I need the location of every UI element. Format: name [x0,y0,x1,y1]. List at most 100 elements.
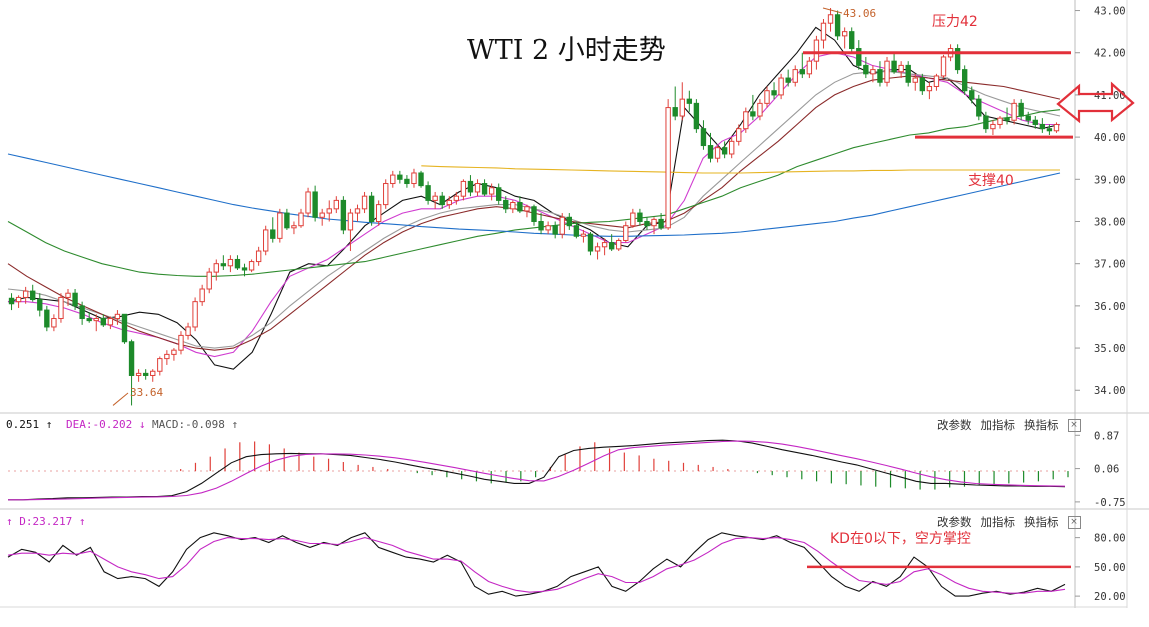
candle-body [686,98,693,104]
candle-body [65,292,71,298]
resistance-label: 压力42 [932,14,978,30]
candle-body [368,195,375,222]
candle-body [488,187,495,195]
candle-body [898,64,904,73]
y-tick-label: 39.00 [1094,174,1126,186]
kd-d-line [7,537,1066,594]
candle-body [150,370,156,376]
candle-body [404,178,410,185]
candle-body [298,212,304,227]
candle-body [206,271,212,290]
candle-body [743,111,749,130]
candle-body [630,212,636,227]
candle-body [714,147,721,159]
candle-body [792,69,798,83]
candle-body [397,174,403,180]
chart-title: WTI 2 小时走势 [467,35,666,66]
kd-k-line [7,532,1066,597]
candle-body [601,242,608,248]
candle-body [114,313,121,320]
candle-body [940,56,947,77]
close-icon[interactable]: × [1067,419,1081,432]
candle-body [849,31,855,50]
candle-body [1004,117,1010,121]
candle-body [997,117,1003,125]
macd-dea-line [8,440,1066,501]
candle-body [192,301,198,328]
switch-indicator-button[interactable]: 换指标 [1024,418,1059,432]
candle-body [969,90,975,100]
candle-body [905,64,911,83]
candle-body [750,111,756,117]
candle-body [100,318,107,326]
candle-body [135,372,142,376]
switch-indicator-button[interactable]: 换指标 [1024,515,1059,529]
macd-dea-label: DEA:-0.202 ↓ [66,418,146,431]
candle-body [121,313,128,343]
candle-body [284,212,290,229]
candle-body [347,212,354,231]
kd-annotation: KD在0以下，空方掌控 [830,531,971,547]
candle-body [15,296,22,303]
candle-body [164,353,170,360]
candle-body [354,208,361,214]
candle-body [764,90,770,104]
candle-body [255,250,262,263]
candle-body [107,318,114,326]
candle-body [326,208,332,214]
candle-body [651,218,657,227]
add-indicator-button[interactable]: 加指标 [980,418,1016,432]
candle-body [524,206,530,212]
candle-body [157,358,163,372]
candle-body [496,187,502,201]
candle-body [700,128,707,147]
candle-body [1032,119,1038,125]
candle-body [933,75,940,87]
y-tick-label: 50.00 [1094,562,1126,574]
change-params-button[interactable]: 改参数 [937,418,972,432]
candle-body [460,180,467,197]
candle-body [128,341,135,376]
candle-body [270,229,276,239]
candle-body [79,305,85,320]
candle-body [44,309,50,328]
candle-body [531,206,537,222]
close-icon[interactable]: × [1067,516,1081,529]
candle-body [185,326,191,336]
candle-body [86,318,92,322]
y-tick-label: 0.06 [1094,464,1119,476]
y-tick-label: 80.00 [1094,533,1126,545]
candle-body [616,239,622,250]
candle-body [961,69,968,92]
add-indicator-button[interactable]: 加指标 [980,515,1016,529]
candle-body [263,229,269,252]
candle-body [142,372,149,376]
candle-body [8,297,15,305]
candle-body [566,216,572,227]
candle-body [178,334,184,351]
candle-body [220,263,227,267]
candle-body [559,216,565,235]
candle-body [926,85,933,92]
high-marker [822,7,843,14]
candle-body [503,199,509,210]
kd-toolbar: 改参数 加指标 换指标 × [937,514,1090,530]
candle-body [510,202,516,210]
candle-body [736,128,742,142]
change-params-button[interactable]: 改参数 [937,515,972,529]
moving-average-line [7,153,1061,237]
candle-body [319,212,325,218]
candle-body [375,204,382,222]
candle-body [778,77,784,96]
candle-body [771,90,777,96]
candle-body [538,220,544,231]
candle-body [884,60,890,83]
support-label: 支撑40 [968,173,1014,189]
candle-body [333,199,339,210]
candle-body [1039,123,1046,130]
macd-toolbar: 改参数 加指标 换指标 × [937,417,1090,433]
candle-body [37,299,43,311]
candle-body [411,172,417,185]
y-tick-label: 38.00 [1094,216,1126,228]
